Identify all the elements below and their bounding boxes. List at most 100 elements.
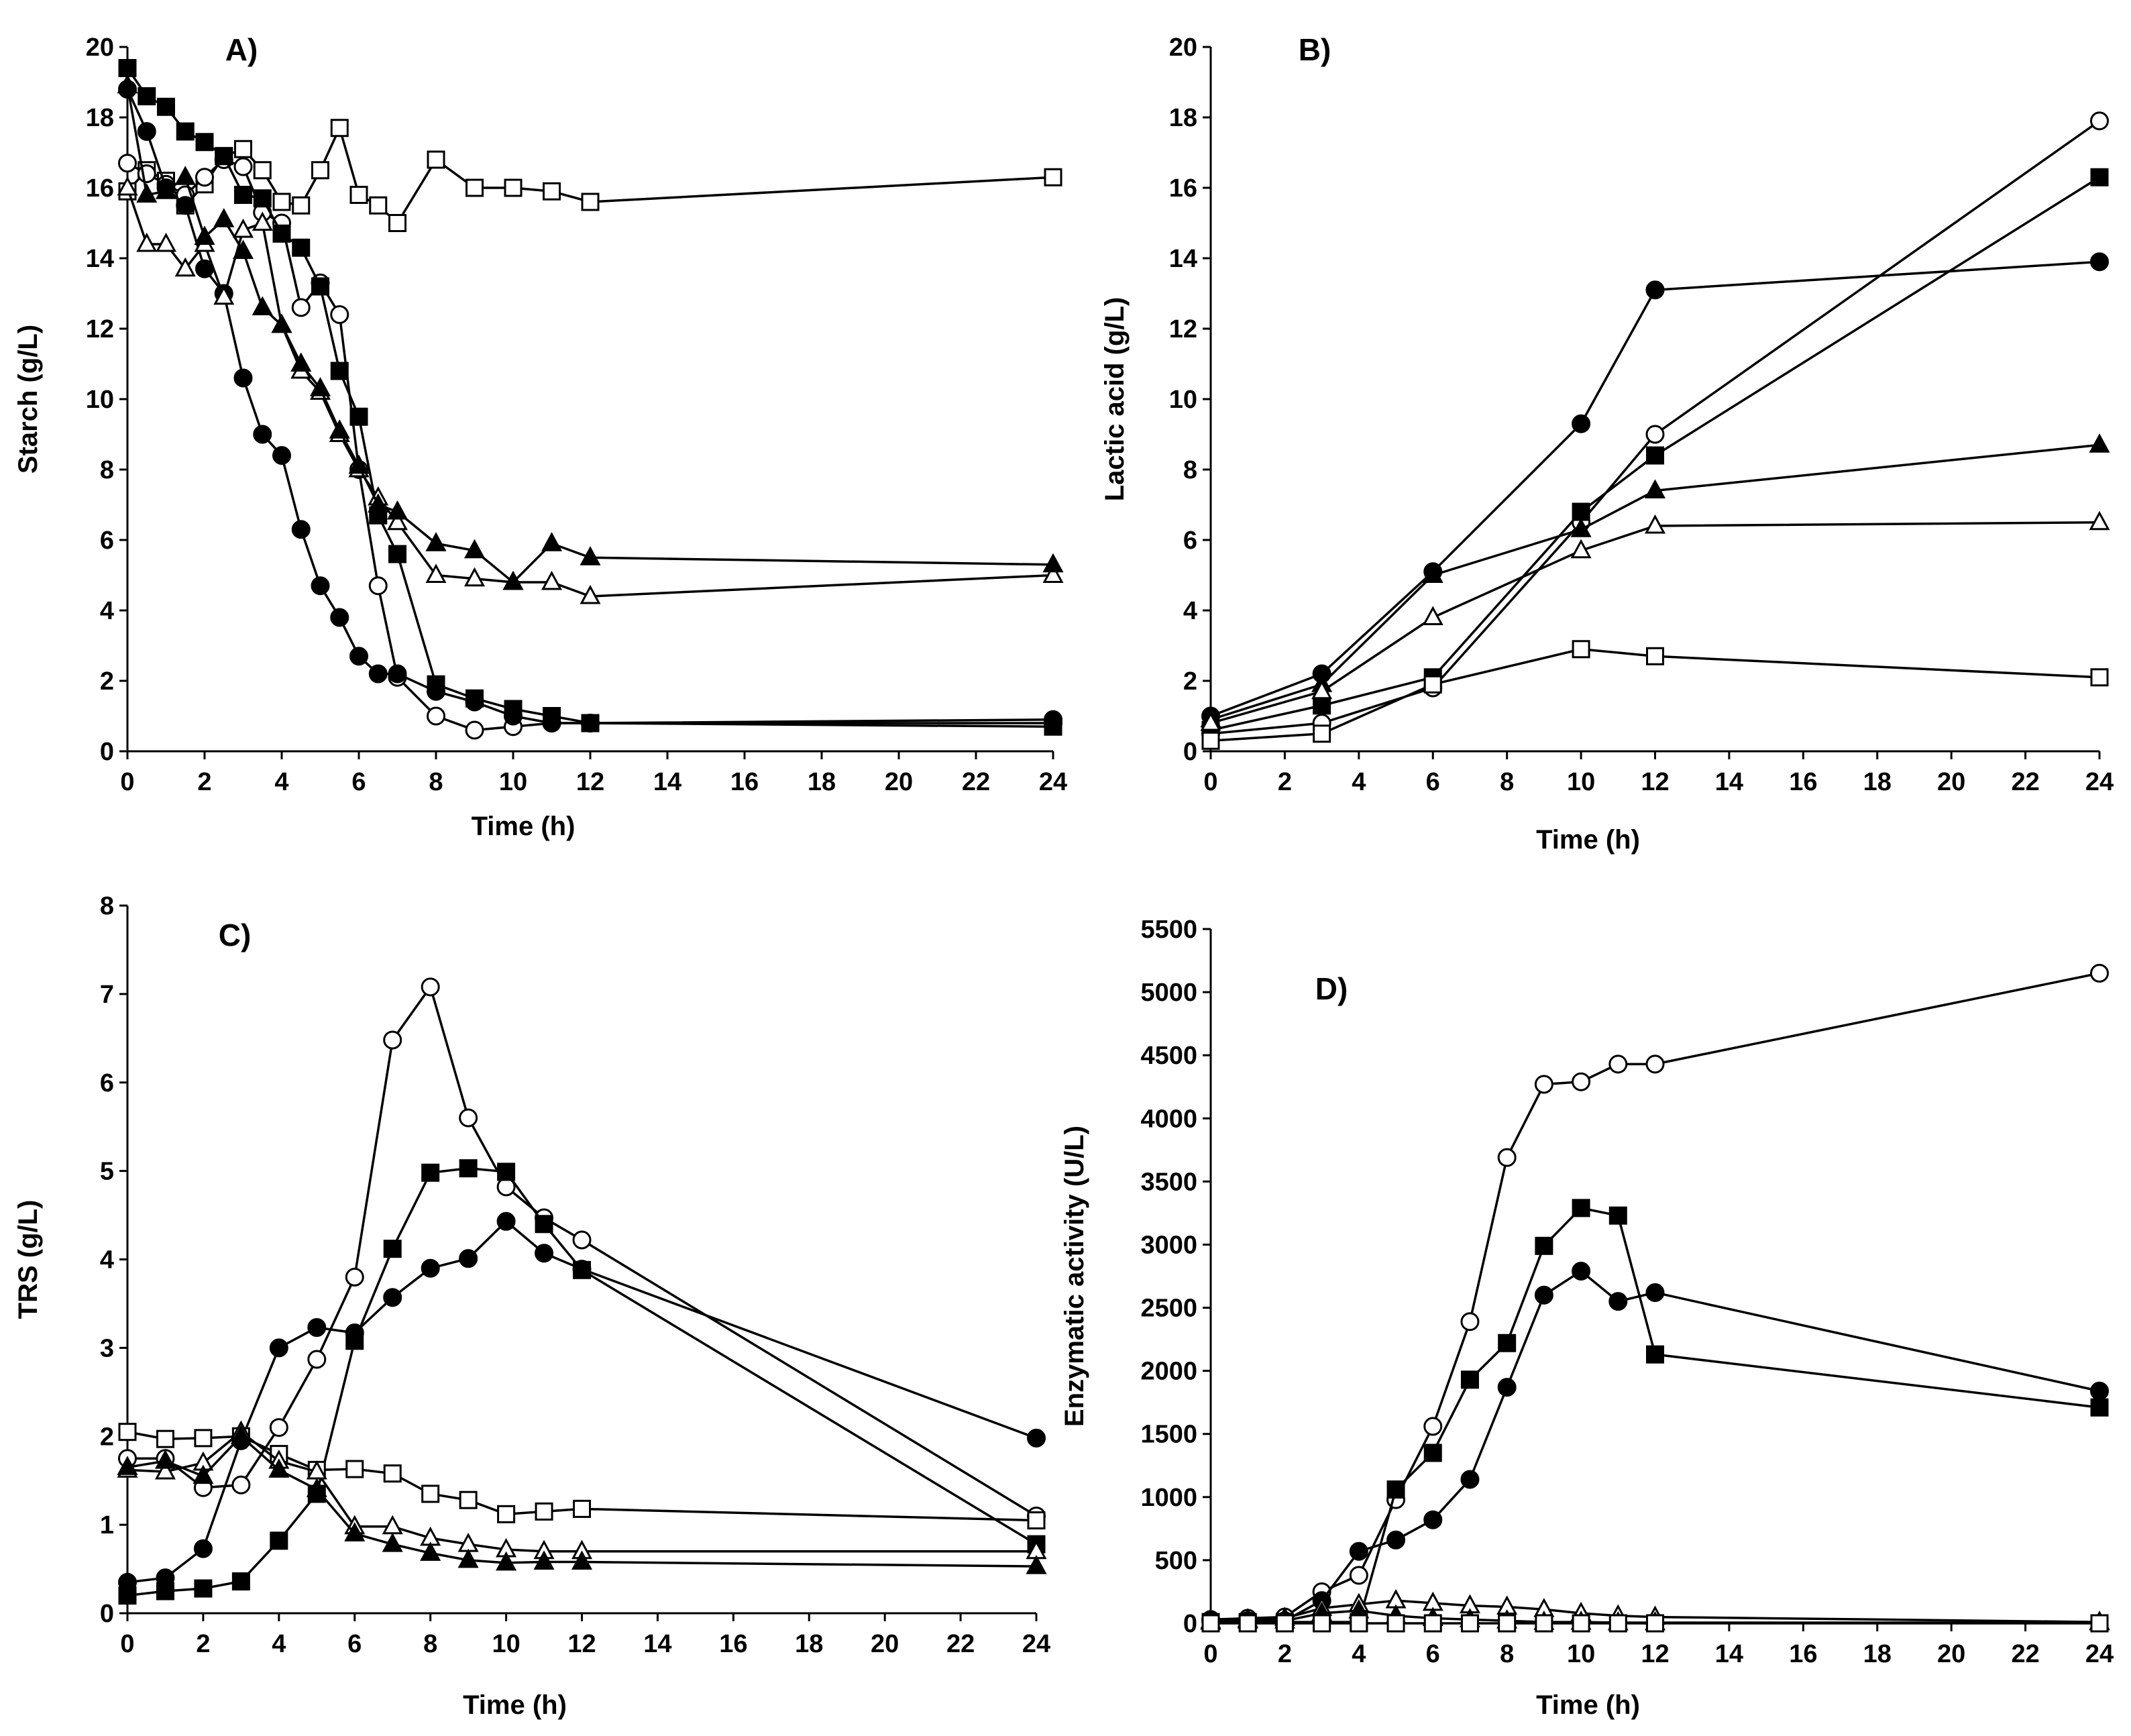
data-point: [1423, 1417, 1443, 1436]
data-point: [497, 1162, 516, 1181]
y-tick-label: 8: [100, 892, 114, 920]
data-point: [1534, 1285, 1553, 1305]
data-point: [1313, 1614, 1331, 1633]
data-point: [1497, 1148, 1517, 1167]
y-tick-label: 2000: [1140, 1358, 1197, 1386]
data-point: [535, 1215, 553, 1234]
x-tick-label: 4: [1352, 1640, 1366, 1668]
data-point: [1042, 553, 1064, 573]
data-point: [231, 1572, 250, 1591]
data-point: [1535, 1236, 1553, 1255]
data-point: [535, 1244, 554, 1263]
data-point: [463, 567, 486, 587]
data-point: [230, 1425, 252, 1444]
data-point: [1645, 1054, 1665, 1074]
data-point: [137, 122, 156, 141]
data-point: [118, 1423, 137, 1442]
x-tick-label: 0: [120, 768, 134, 796]
data-point: [1608, 1054, 1628, 1074]
series-line: [1211, 1269, 2100, 1622]
y-tick-label: 6: [100, 527, 114, 555]
data-point: [2090, 111, 2109, 131]
x-tick-label: 10: [1567, 1640, 1595, 1668]
y-tick-label: 5: [100, 1158, 114, 1186]
data-point: [345, 1267, 364, 1287]
x-tick-label: 2: [196, 1630, 210, 1658]
data-point: [1350, 1614, 1368, 1633]
x-axis-label: Time (h): [463, 1690, 567, 1720]
x-tick-label: 18: [808, 768, 836, 796]
y-tick-label: 4: [1183, 597, 1197, 625]
data-point: [330, 119, 349, 138]
data-point: [425, 532, 447, 551]
data-point: [1646, 647, 1664, 665]
data-point: [309, 377, 331, 396]
data-point: [292, 238, 311, 257]
data-point: [1646, 1614, 1664, 1633]
data-point: [1497, 1378, 1517, 1397]
data-point: [1422, 563, 1443, 583]
x-tick-label: 18: [1863, 768, 1892, 796]
x-tick-label: 0: [1203, 1640, 1217, 1668]
data-point: [383, 1240, 402, 1258]
data-point: [580, 546, 601, 565]
y-tick-label: 5000: [1140, 979, 1197, 1007]
panel-title: B): [1299, 32, 1331, 67]
data-point: [459, 1490, 478, 1509]
data-point: [307, 1350, 327, 1369]
x-tick-label: 14: [1715, 1640, 1743, 1668]
data-point: [382, 1515, 403, 1535]
y-tick-label: 2500: [1140, 1295, 1197, 1323]
y-tick-label: 8: [1183, 456, 1197, 484]
panel-title: C): [219, 918, 252, 953]
data-point: [369, 196, 388, 215]
y-axis-label: Starch (g/L): [13, 325, 43, 474]
data-point: [2090, 252, 2109, 272]
data-point: [459, 1108, 478, 1128]
y-tick-label: 2: [1183, 667, 1197, 696]
data-point: [1200, 711, 1221, 731]
series-line: [1211, 1206, 2100, 1623]
data-point: [1645, 280, 1665, 300]
y-tick-label: 2: [100, 667, 114, 696]
data-point: [388, 664, 407, 684]
y-tick-label: 4: [100, 597, 114, 625]
data-point: [1534, 1075, 1553, 1094]
panel-title: D): [1315, 971, 1348, 1006]
data-point: [194, 1429, 213, 1448]
data-point: [572, 1260, 592, 1279]
y-tick-label: 0: [100, 738, 114, 766]
x-tick-label: 6: [347, 1630, 362, 1658]
data-point: [306, 1478, 327, 1497]
y-axis-label: TRS (g/L): [13, 1200, 43, 1319]
data-point: [233, 368, 253, 388]
y-tick-label: 6: [1183, 527, 1197, 555]
series-line: [127, 1434, 1037, 1568]
data-point: [155, 232, 177, 252]
series-line: [127, 984, 1037, 1517]
y-tick-label: 0: [1183, 738, 1197, 766]
data-point: [535, 1502, 553, 1521]
data-point: [290, 352, 312, 372]
data-point: [272, 193, 291, 211]
data-point: [1572, 414, 1591, 433]
data-point: [497, 1505, 516, 1523]
y-tick-label: 6: [100, 1069, 114, 1097]
data-point: [195, 168, 214, 187]
series-line: [1210, 176, 2100, 732]
data-point: [1423, 1444, 1442, 1462]
series-line: [127, 1430, 1036, 1553]
data-point: [1275, 1614, 1294, 1633]
data-point: [272, 446, 291, 465]
x-tick-label: 2: [1278, 1640, 1292, 1668]
data-point: [1645, 1283, 1665, 1302]
data-point: [1572, 640, 1590, 659]
data-point: [156, 1568, 175, 1588]
series-line: [126, 85, 1054, 584]
x-tick-label: 4: [1352, 768, 1366, 796]
data-point: [382, 1532, 403, 1552]
y-tick-label: 3: [100, 1334, 114, 1362]
x-tick-label: 20: [1937, 768, 1965, 796]
x-tick-label: 12: [567, 1630, 596, 1658]
